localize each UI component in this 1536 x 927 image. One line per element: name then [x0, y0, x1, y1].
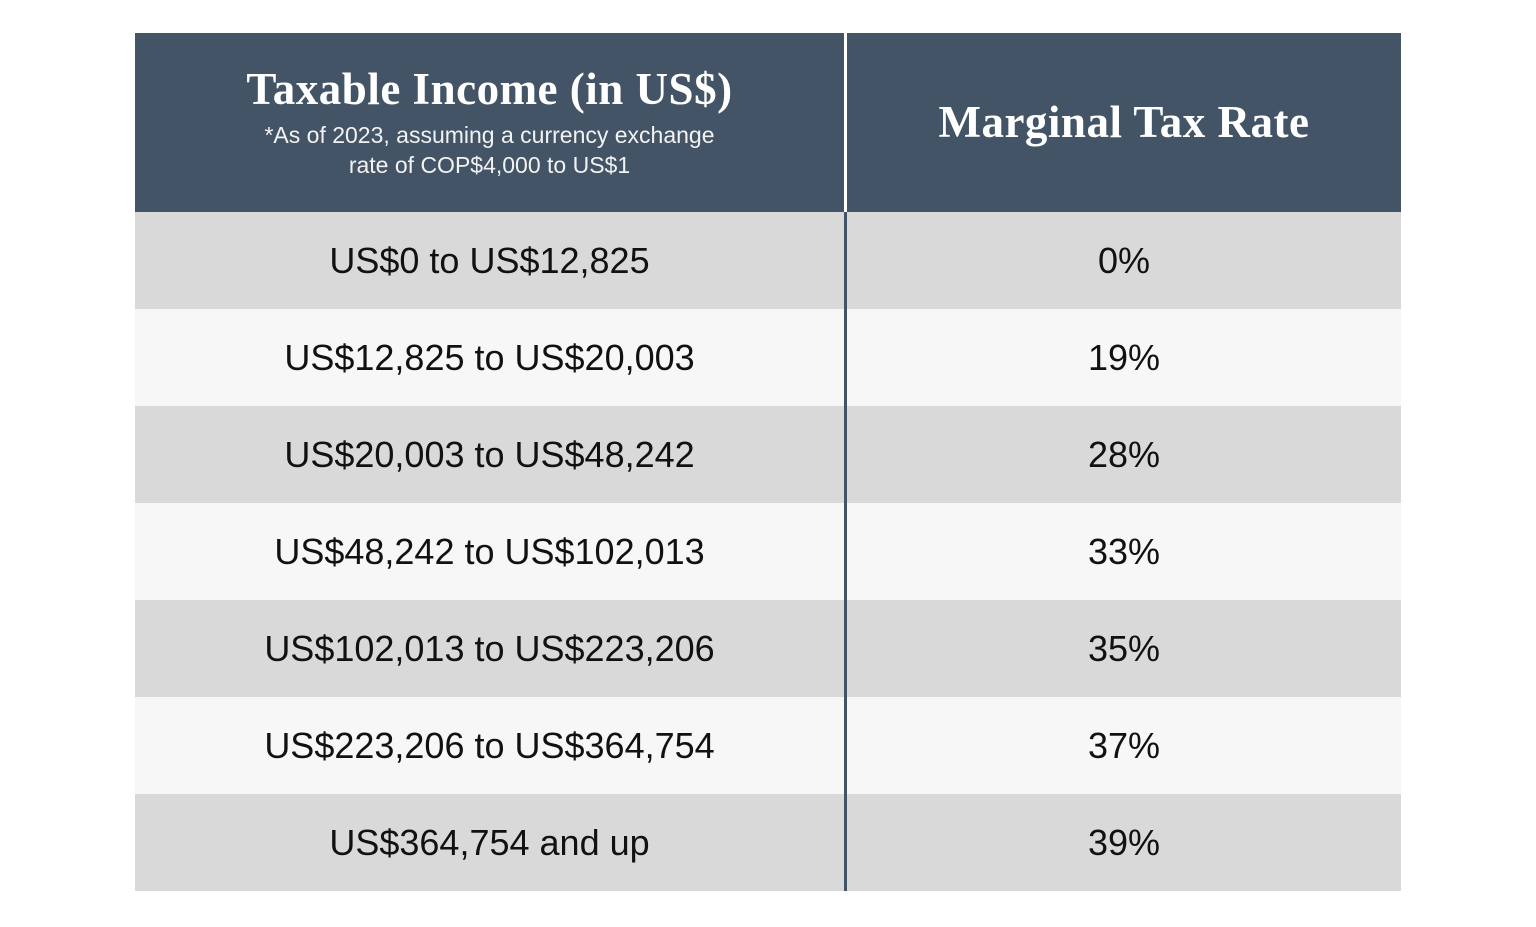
column-divider: [844, 600, 847, 697]
table-row: US$12,825 to US$20,003 19%: [135, 309, 1401, 406]
table-row: US$102,013 to US$223,206 35%: [135, 600, 1401, 697]
column-divider: [844, 212, 847, 309]
table-header: Taxable Income (in US$) *As of 2023, ass…: [135, 33, 1401, 212]
table-row: US$0 to US$12,825 0%: [135, 212, 1401, 309]
header-divider: [844, 33, 847, 212]
rate-cell: 0%: [1097, 239, 1151, 281]
rate-cell: 19%: [1087, 336, 1161, 378]
table-row: US$364,754 and up 39%: [135, 794, 1401, 891]
rate-cell: 35%: [1087, 627, 1161, 669]
header-rate: Marginal Tax Rate: [847, 33, 1401, 212]
rate-cell: 33%: [1087, 530, 1161, 572]
table-row: US$48,242 to US$102,013 33%: [135, 503, 1401, 600]
income-cell: US$12,825 to US$20,003: [284, 336, 695, 378]
column-divider: [844, 794, 847, 891]
column-divider: [844, 697, 847, 794]
income-cell: US$102,013 to US$223,206: [264, 627, 715, 669]
column-divider: [844, 503, 847, 600]
rate-cell: 37%: [1087, 724, 1161, 766]
table-row: US$223,206 to US$364,754 37%: [135, 697, 1401, 794]
income-cell: US$0 to US$12,825: [329, 239, 650, 281]
rate-cell: 39%: [1087, 821, 1161, 863]
tax-rate-table: Taxable Income (in US$) *As of 2023, ass…: [135, 33, 1401, 891]
column-divider: [844, 406, 847, 503]
income-cell: US$20,003 to US$48,242: [284, 433, 695, 475]
rate-cell: 28%: [1087, 433, 1161, 475]
income-note-line-2: rate of COP$4,000 to US$1: [348, 152, 631, 179]
column-divider: [844, 309, 847, 406]
income-cell: US$48,242 to US$102,013: [274, 530, 705, 572]
income-column-note: *As of 2023, assuming a currency exchang…: [264, 120, 714, 180]
income-cell: US$364,754 and up: [329, 821, 650, 863]
income-note-line-1: *As of 2023, assuming a currency exchang…: [264, 122, 715, 149]
rate-column-title: Marginal Tax Rate: [938, 96, 1310, 147]
table-row: US$20,003 to US$48,242 28%: [135, 406, 1401, 503]
income-cell: US$223,206 to US$364,754: [264, 724, 715, 766]
header-income: Taxable Income (in US$) *As of 2023, ass…: [135, 33, 844, 212]
income-column-title: Taxable Income (in US$): [246, 63, 733, 114]
